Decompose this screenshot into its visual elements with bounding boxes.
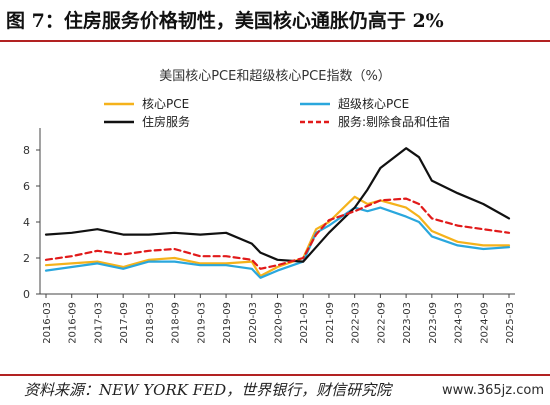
series-line xyxy=(44,147,511,263)
x-tick-label: 2023-03 xyxy=(402,302,413,344)
series-layer xyxy=(44,147,511,279)
chart-title: 美国核心PCE和超级核心PCE指数（%） xyxy=(159,69,391,84)
watermark: www.365jz.com xyxy=(442,383,544,398)
chart: 美国核心PCE和超级核心PCE指数（%） 核心PCE 超级核心PCE 住房服务 服务:… xyxy=(23,69,516,344)
legend: 核心PCE 超级核心PCE 住房服务 服务:剔除食品和住宿 xyxy=(104,96,450,129)
source-note: 资料来源：NEW YORK FED，世界银行，财信研究院 xyxy=(24,381,392,399)
x-tick-label: 2020-09 xyxy=(274,302,285,344)
x-tick-label: 2024-03 xyxy=(454,302,465,344)
legend-label: 住房服务 xyxy=(142,114,190,129)
y-tick-label: 0 xyxy=(23,288,30,301)
x-tick-label: 2020-03 xyxy=(248,302,259,344)
x-tick-label: 2023-09 xyxy=(428,302,439,344)
series-line xyxy=(44,195,511,278)
x-tick-label: 2017-09 xyxy=(119,302,130,344)
y-tick-label: 6 xyxy=(23,180,30,193)
series-line xyxy=(44,197,511,270)
x-tick-label: 2021-09 xyxy=(325,302,336,344)
x-tick-label: 2021-03 xyxy=(299,302,310,344)
x-tick-label: 2016-03 xyxy=(42,302,53,344)
x-tick-label: 2024-09 xyxy=(479,302,490,344)
x-tick-label: 2022-09 xyxy=(376,302,387,344)
x-tick-label: 2019-03 xyxy=(196,302,207,344)
legend-label: 服务:剔除食品和住宿 xyxy=(338,114,450,129)
figure-title: 图 7：住房服务价格韧性，美国核心通胀仍高于 2% xyxy=(6,10,444,32)
x-tick-label: 2018-09 xyxy=(171,302,182,344)
y-tick-label: 2 xyxy=(23,252,30,265)
y-tick-label: 8 xyxy=(23,144,30,157)
axes: 0 2 4 6 8 2016-03 2016-09 2017-03 2017-09 2018-03… xyxy=(23,128,516,344)
x-tick-label: 2016-09 xyxy=(68,302,79,344)
y-tick-label: 4 xyxy=(23,216,30,229)
legend-label: 核心PCE xyxy=(142,97,189,111)
x-tick-label: 2019-09 xyxy=(222,302,233,344)
x-tick-label: 2025-03 xyxy=(505,302,516,344)
x-tick-label: 2018-03 xyxy=(145,302,156,344)
bottom-rule xyxy=(0,374,550,376)
legend-label: 超级核心PCE xyxy=(338,96,409,111)
x-tick-label: 2017-03 xyxy=(93,302,104,344)
x-tick-label: 2022-03 xyxy=(351,302,362,344)
top-rule xyxy=(0,40,550,42)
